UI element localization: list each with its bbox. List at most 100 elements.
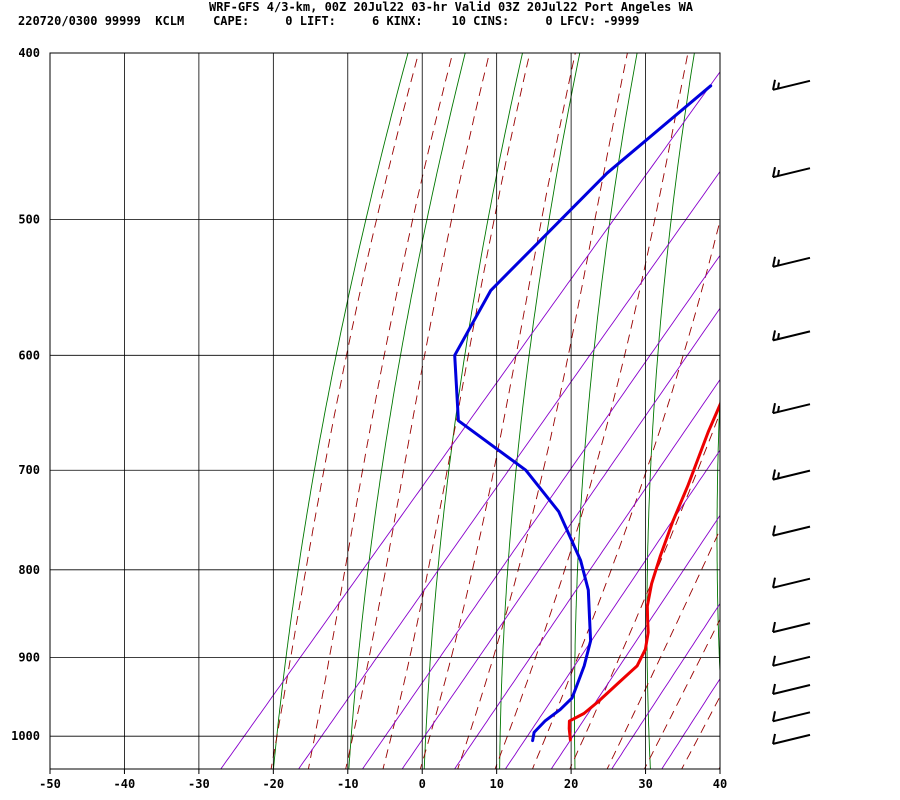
moist-adiabat-line xyxy=(532,218,720,769)
wind-barb-flag xyxy=(772,711,776,722)
wind-barb-half-flag xyxy=(777,259,780,266)
chart-stats-line: 220720/0300 99999 KCLM CAPE: 0 LIFT: 6 K… xyxy=(18,14,639,28)
dry-adiabat-line xyxy=(348,53,466,769)
wind-barb xyxy=(772,167,811,179)
pressure-tick-label: 500 xyxy=(18,212,40,226)
mixing-ratio-line xyxy=(550,514,720,769)
wind-barb-flag xyxy=(772,577,776,588)
wind-barb xyxy=(772,711,811,723)
dry-adiabat-line xyxy=(646,53,695,769)
mixing-ratio-line xyxy=(611,602,720,769)
moist-adiabat-line xyxy=(457,53,628,769)
wind-barb-staff xyxy=(772,733,811,745)
wind-barb-staff xyxy=(772,577,811,589)
temperature-tick-label: 20 xyxy=(564,777,578,791)
wind-barb-flag xyxy=(772,469,776,480)
temperature-tick-label: -50 xyxy=(39,777,61,791)
moist-adiabat-line xyxy=(307,53,454,769)
temperature-tick-label: 30 xyxy=(638,777,652,791)
wind-barb-staff xyxy=(772,469,811,481)
moist-adiabat-line xyxy=(494,53,689,769)
pressure-tick-label: 600 xyxy=(18,348,40,362)
dry-adiabat-line xyxy=(851,44,877,773)
moist-adiabat-line xyxy=(606,528,720,769)
dry-adiabat-line xyxy=(716,387,720,684)
wind-barb-staff xyxy=(772,79,811,91)
wind-barb xyxy=(772,330,811,342)
pressure-tick-label: 900 xyxy=(18,651,40,665)
wind-barb-staff xyxy=(772,167,811,179)
wind-barb xyxy=(772,577,811,589)
wind-barb xyxy=(772,655,811,667)
wind-barb-staff xyxy=(772,403,811,415)
wind-barb-flag xyxy=(772,683,776,695)
temperature-axis: -50 -40 -30 -20 -10 0 10 20 30 40 xyxy=(39,769,727,791)
chart-grid xyxy=(49,52,721,769)
wind-barb xyxy=(772,733,811,745)
chart-title: WRF-GFS 4/3-km, 00Z 20Jul22 03-hr Valid … xyxy=(209,0,694,14)
wind-barb-column xyxy=(772,79,811,745)
mixing-ratio-line xyxy=(220,71,720,769)
wind-barb-flag xyxy=(772,655,776,666)
wind-barb-staff xyxy=(772,711,811,723)
wind-barb-staff xyxy=(772,655,811,667)
wind-barb-flag xyxy=(772,733,776,745)
moist-adiabat-line xyxy=(270,53,420,769)
pressure-tick-label: 800 xyxy=(18,563,40,577)
wind-barb xyxy=(772,621,811,634)
moist-adiabat-line xyxy=(643,618,720,769)
wind-barb xyxy=(772,469,811,481)
temperature-tick-label: -10 xyxy=(337,777,359,791)
moist-adiabat-line xyxy=(345,53,490,769)
wind-barb-staff xyxy=(772,525,811,537)
pressure-tick-label: 700 xyxy=(18,463,40,477)
wind-barb-flag xyxy=(772,79,776,90)
wind-barb-half-flag xyxy=(777,169,780,177)
wind-barb-flag xyxy=(772,621,776,633)
temperature-tick-label: -20 xyxy=(262,777,284,791)
moist-adiabat-line xyxy=(419,53,576,769)
mixing-ratio-line xyxy=(454,378,720,769)
wind-barb xyxy=(772,525,811,537)
wind-barb-flag xyxy=(772,256,776,267)
mixing-ratio-line xyxy=(504,449,720,769)
wind-barb xyxy=(772,256,811,268)
dry-adiabat-line xyxy=(499,53,581,769)
wind-barb xyxy=(772,79,811,91)
wind-barb-flag xyxy=(772,167,776,178)
pressure-tick-label: 400 xyxy=(18,46,40,60)
plot-frame xyxy=(49,52,721,770)
temperature-profile-line xyxy=(567,401,720,742)
temperature-tick-label: 0 xyxy=(419,777,426,791)
temperature-tick-label: 10 xyxy=(489,777,503,791)
moist-adiabat-line xyxy=(569,411,720,769)
wind-barb xyxy=(772,683,811,695)
wind-barb-half-flag xyxy=(777,472,780,479)
moist-adiabat-line xyxy=(718,766,720,769)
pressure-axis: 400 500 600 700 800 900 1000 xyxy=(11,46,40,743)
temperature-tick-label: -30 xyxy=(188,777,210,791)
moist-adiabat-line xyxy=(382,53,531,769)
wind-barb-staff xyxy=(772,622,811,634)
mixing-ratio-line xyxy=(361,254,720,769)
pressure-tick-label: 1000 xyxy=(11,729,40,743)
wind-barb-half-flag xyxy=(777,333,780,340)
mixing-ratio-line xyxy=(661,678,720,769)
temperature-tick-label: -40 xyxy=(114,777,136,791)
wind-barb-half-flag xyxy=(777,82,780,89)
thermodynamic-lines xyxy=(220,44,877,773)
wind-barb-half-flag xyxy=(777,405,780,413)
wind-barb-staff xyxy=(772,684,811,695)
dry-adiabat-line xyxy=(273,53,409,769)
wind-barb-flag xyxy=(772,330,776,341)
wind-barb-flag xyxy=(772,525,776,536)
mixing-ratio-line xyxy=(401,307,720,769)
wind-barb-flag xyxy=(772,403,776,414)
dry-adiabat-line xyxy=(423,53,523,769)
wind-barb-staff xyxy=(772,256,811,268)
temperature-tick-label: 40 xyxy=(713,777,727,791)
wind-barb-staff xyxy=(772,330,811,342)
wind-barb xyxy=(772,403,811,415)
profile-lines xyxy=(453,84,720,743)
